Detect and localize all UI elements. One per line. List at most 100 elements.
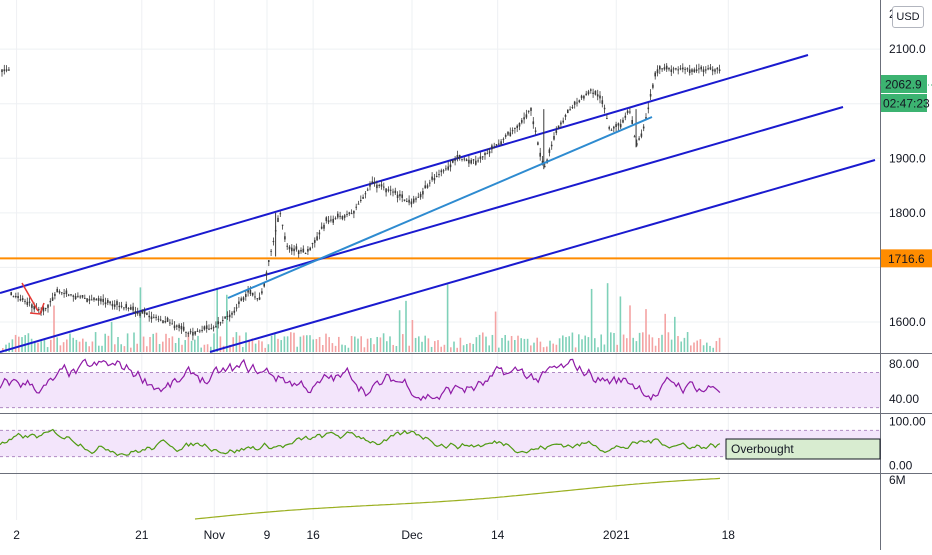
volume-bar [610, 332, 612, 352]
volume-bar [485, 336, 487, 352]
candle-body [194, 331, 196, 335]
volume-bar [456, 347, 458, 352]
volume-bar [139, 287, 142, 352]
volume-bar [78, 341, 81, 352]
last-price-badge [881, 75, 927, 93]
volume-bar [344, 345, 346, 352]
candle-body [419, 193, 422, 198]
candle-body [615, 124, 617, 127]
candle-body [56, 288, 58, 293]
candle-body [166, 317, 169, 322]
volume-bar [43, 339, 46, 352]
volume-bar [274, 332, 276, 352]
candle-body [447, 166, 449, 170]
volume-bar [190, 340, 193, 352]
candle-body [465, 159, 468, 162]
candle-body [622, 119, 624, 123]
candle-body [675, 68, 677, 70]
candle-body [511, 130, 514, 132]
candle-body [288, 246, 291, 250]
volume-bar [408, 345, 410, 352]
candle-body [293, 248, 295, 252]
candle-body [58, 291, 61, 293]
volume-bar [654, 345, 657, 352]
volume-bar [638, 332, 641, 352]
candle-body [295, 246, 298, 250]
channel-lines [0, 54, 876, 353]
volume-bar [75, 339, 78, 352]
candle-body [353, 210, 355, 214]
volume-bar [46, 347, 49, 352]
candle-body [569, 109, 571, 111]
candle-body [553, 135, 555, 140]
candle-body [539, 152, 541, 157]
volume-bar [514, 340, 516, 352]
time-tick: 18 [722, 528, 736, 542]
volume-bar [331, 343, 334, 352]
volume-bar [427, 338, 430, 352]
candle-body [661, 68, 663, 70]
candle-body [431, 176, 433, 180]
candle-body [684, 68, 686, 70]
volume-bar [155, 332, 158, 352]
candle-body [403, 199, 406, 201]
volume-bar [142, 336, 145, 352]
candle-body [366, 189, 369, 191]
volume-bar [306, 335, 308, 352]
candle-body [422, 191, 424, 195]
candle-body [695, 69, 698, 72]
candle-body [208, 328, 210, 330]
candle-body [245, 294, 247, 298]
candle-body [521, 120, 523, 123]
volume-bar [302, 335, 305, 352]
volume-bar [606, 283, 609, 352]
channel-line [0, 54, 809, 294]
candle-body [238, 301, 240, 305]
volume-bar [370, 338, 372, 352]
candle-body [348, 212, 351, 214]
volume-bar [235, 332, 238, 352]
obv-pane: 6M [194, 473, 906, 520]
candle-body [705, 69, 707, 71]
volume-bar [360, 336, 362, 352]
time-tick: 16 [306, 528, 320, 542]
candle-body [279, 213, 282, 215]
volume-bar [597, 347, 599, 352]
volume-bar [373, 344, 375, 352]
candle-body [567, 109, 569, 114]
volume-bar [645, 309, 647, 352]
candle-body [486, 153, 489, 155]
candle-body [185, 331, 187, 333]
candle-body [164, 321, 167, 323]
horizontal-level: 1716.6 [0, 249, 932, 268]
volume-bar [162, 341, 164, 352]
candle-body [470, 160, 472, 164]
candle-body [61, 292, 63, 294]
volume-bar [149, 336, 151, 352]
volume-bar [62, 342, 65, 352]
candle-body [452, 160, 454, 163]
volume-bar [613, 332, 615, 352]
volume-bar [530, 345, 532, 352]
volume-bar [478, 334, 481, 352]
currency-button[interactable]: USD [892, 6, 924, 28]
candle-body [111, 303, 114, 307]
candle-body [424, 185, 426, 189]
candle-body [541, 160, 544, 164]
candle-body [442, 170, 445, 172]
candle-body [304, 253, 307, 255]
candle-body [15, 295, 17, 298]
volume-bar [286, 336, 289, 352]
candle-body [668, 67, 670, 70]
volume-bar [88, 346, 90, 352]
volume-bar [418, 336, 420, 352]
obv-tick: 6M [889, 473, 906, 487]
volume-bar [14, 334, 17, 352]
volume-bar [261, 341, 263, 352]
candle-body [97, 298, 100, 301]
candle-body [438, 174, 440, 176]
volume-bar [72, 337, 74, 352]
candle-body [49, 300, 52, 303]
